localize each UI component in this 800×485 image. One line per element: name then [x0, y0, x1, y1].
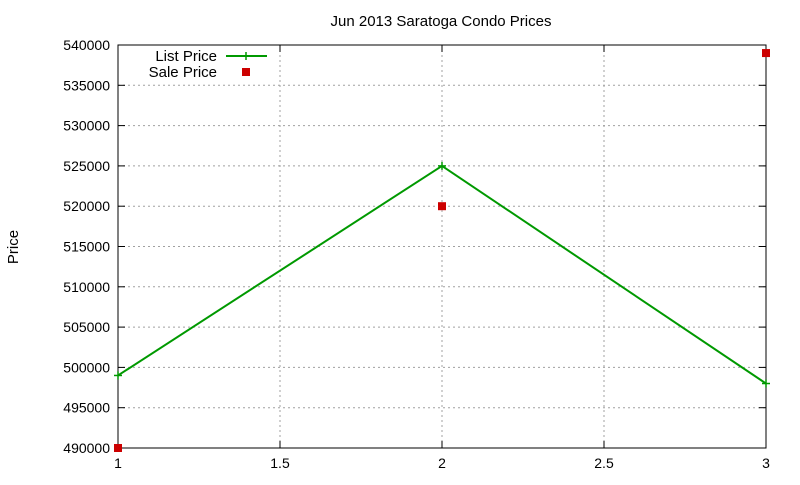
legend-label-sale-price: Sale Price: [149, 64, 217, 81]
y-tick-label: 520000: [63, 198, 110, 214]
y-tick-label: 490000: [63, 440, 110, 456]
y-tick-label: 525000: [63, 158, 110, 174]
plot-frame: [117, 44, 767, 449]
x-tick-label: 2: [438, 455, 446, 471]
legend-marker-list-price: [242, 52, 250, 60]
x-tick-label: 3: [762, 455, 770, 471]
x-tick-label: 1: [114, 455, 122, 471]
sale-price-point: [438, 202, 446, 211]
grid-lines: [118, 45, 766, 448]
data-series: [114, 49, 770, 452]
x-tick-label: 2.5: [594, 455, 614, 471]
y-tick-label: 505000: [63, 319, 110, 335]
y-tick-label: 540000: [63, 37, 110, 53]
y-tick-label: 510000: [63, 279, 110, 295]
legend-swatch-sale-price: [242, 68, 250, 76]
tick-labels: 490000 495000 500000 505000 510000 515000 5200…: [63, 37, 770, 471]
chart-title: Jun 2013 Saratoga Condo Prices: [331, 13, 552, 30]
list-price-point: [438, 161, 446, 170]
y-tick-label: 500000: [63, 359, 110, 375]
y-tick-label: 535000: [63, 77, 110, 93]
y-tick-label: 515000: [63, 239, 110, 255]
sale-price-point: [762, 49, 770, 58]
y-tick-label: 530000: [63, 118, 110, 134]
sale-price-point: [114, 444, 122, 452]
y-axis-label: Price: [5, 230, 22, 264]
x-tick-label: 1.5: [270, 455, 290, 471]
legend-label-list-price: List Price: [155, 48, 217, 65]
list-price-point: [114, 371, 122, 380]
y-tick-label: 495000: [63, 400, 110, 416]
list-price-point: [762, 379, 770, 388]
